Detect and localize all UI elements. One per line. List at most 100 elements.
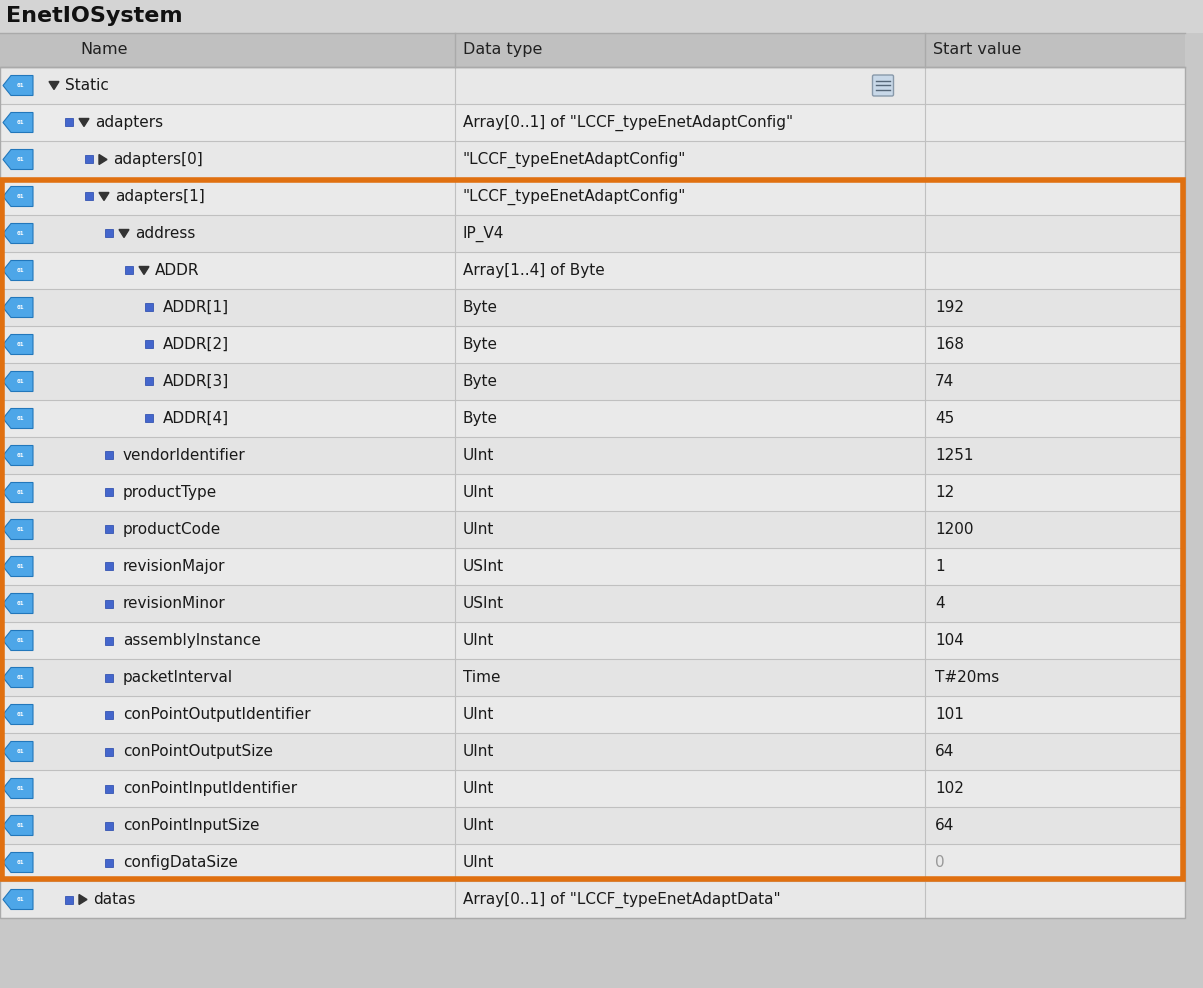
Text: 102: 102 — [935, 781, 964, 796]
Bar — [0, 622, 1185, 659]
Text: UInt: UInt — [463, 818, 494, 833]
Text: 01: 01 — [17, 120, 24, 125]
Polygon shape — [2, 704, 32, 724]
Text: 45: 45 — [935, 411, 954, 426]
Polygon shape — [2, 408, 32, 429]
Text: "LCCF_typeEnetAdaptConfig": "LCCF_typeEnetAdaptConfig" — [463, 189, 687, 205]
Bar — [0, 252, 1185, 289]
Text: 01: 01 — [17, 268, 24, 273]
Bar — [105, 748, 113, 756]
Bar — [105, 600, 113, 608]
Text: UInt: UInt — [463, 448, 494, 463]
Text: IP_V4: IP_V4 — [463, 225, 504, 242]
Polygon shape — [2, 75, 32, 96]
Polygon shape — [2, 297, 32, 317]
Text: USInt: USInt — [463, 596, 504, 611]
Text: packetInterval: packetInterval — [123, 670, 233, 685]
Polygon shape — [2, 779, 32, 798]
Bar — [0, 659, 1185, 696]
Text: Array[0..1] of "LCCF_typeEnetAdaptData": Array[0..1] of "LCCF_typeEnetAdaptData" — [463, 891, 781, 908]
Bar — [0, 104, 1185, 141]
Bar — [105, 229, 113, 237]
Text: UInt: UInt — [463, 855, 494, 870]
Text: conPointOutputIdentifier: conPointOutputIdentifier — [123, 707, 310, 722]
Text: conPointOutputSize: conPointOutputSize — [123, 744, 273, 759]
Bar — [85, 155, 93, 163]
Text: 01: 01 — [17, 638, 24, 643]
Text: conPointInputIdentifier: conPointInputIdentifier — [123, 781, 297, 796]
Text: datas: datas — [93, 892, 136, 907]
Text: Array[0..1] of "LCCF_typeEnetAdaptConfig": Array[0..1] of "LCCF_typeEnetAdaptConfig… — [463, 115, 793, 130]
Polygon shape — [2, 187, 32, 206]
Polygon shape — [99, 193, 109, 201]
Text: 01: 01 — [17, 305, 24, 310]
Text: 01: 01 — [17, 490, 24, 495]
Text: EnetIOSystem: EnetIOSystem — [6, 7, 183, 27]
Polygon shape — [2, 335, 32, 355]
Bar — [105, 636, 113, 644]
FancyBboxPatch shape — [872, 75, 894, 96]
Polygon shape — [2, 630, 32, 650]
Polygon shape — [2, 113, 32, 132]
Text: 01: 01 — [17, 527, 24, 532]
Text: 01: 01 — [17, 860, 24, 865]
Text: 4: 4 — [935, 596, 944, 611]
Bar — [0, 67, 1185, 918]
Text: 01: 01 — [17, 416, 24, 421]
Bar — [0, 400, 1185, 437]
Bar — [0, 33, 1185, 67]
Polygon shape — [2, 482, 32, 503]
Text: Start value: Start value — [934, 42, 1021, 57]
Text: Byte: Byte — [463, 374, 498, 389]
Text: adapters[1]: adapters[1] — [115, 189, 205, 204]
Text: Static: Static — [65, 78, 109, 93]
Text: Byte: Byte — [463, 337, 498, 352]
Text: vendorIdentifier: vendorIdentifier — [123, 448, 245, 463]
Bar — [0, 326, 1185, 363]
Text: Time: Time — [463, 670, 500, 685]
Text: 0: 0 — [935, 855, 944, 870]
Bar — [0, 844, 1185, 881]
Text: T#20ms: T#20ms — [935, 670, 1000, 685]
Text: revisionMinor: revisionMinor — [123, 596, 226, 611]
Text: 01: 01 — [17, 897, 24, 902]
Bar — [0, 881, 1185, 918]
Polygon shape — [79, 894, 87, 904]
Text: Name: Name — [81, 42, 128, 57]
Polygon shape — [2, 815, 32, 836]
Bar — [0, 437, 1185, 474]
Text: 64: 64 — [935, 818, 954, 833]
Bar — [0, 289, 1185, 326]
Text: ADDR[1]: ADDR[1] — [162, 300, 229, 315]
Text: configDataSize: configDataSize — [123, 855, 238, 870]
Bar — [146, 303, 153, 311]
Polygon shape — [140, 267, 149, 275]
Bar — [105, 784, 113, 792]
Text: ADDR[3]: ADDR[3] — [162, 374, 230, 389]
Bar — [0, 215, 1185, 252]
Text: 01: 01 — [17, 786, 24, 791]
Polygon shape — [2, 261, 32, 281]
Bar — [0, 67, 1185, 104]
Text: 12: 12 — [935, 485, 954, 500]
Bar — [105, 674, 113, 682]
Text: 01: 01 — [17, 342, 24, 347]
Bar — [0, 770, 1185, 807]
Text: 01: 01 — [17, 453, 24, 458]
Text: 1: 1 — [935, 559, 944, 574]
Text: Byte: Byte — [463, 411, 498, 426]
Text: 01: 01 — [17, 823, 24, 828]
Text: ADDR: ADDR — [155, 263, 200, 278]
Text: UInt: UInt — [463, 744, 494, 759]
Text: "LCCF_typeEnetAdaptConfig": "LCCF_typeEnetAdaptConfig" — [463, 151, 687, 168]
Bar — [0, 585, 1185, 622]
Bar — [105, 452, 113, 459]
Bar — [105, 526, 113, 534]
Text: 01: 01 — [17, 712, 24, 717]
Bar — [0, 548, 1185, 585]
Polygon shape — [2, 668, 32, 688]
Text: ADDR[4]: ADDR[4] — [162, 411, 229, 426]
Text: productCode: productCode — [123, 522, 221, 537]
Bar — [146, 377, 153, 385]
Text: revisionMajor: revisionMajor — [123, 559, 225, 574]
